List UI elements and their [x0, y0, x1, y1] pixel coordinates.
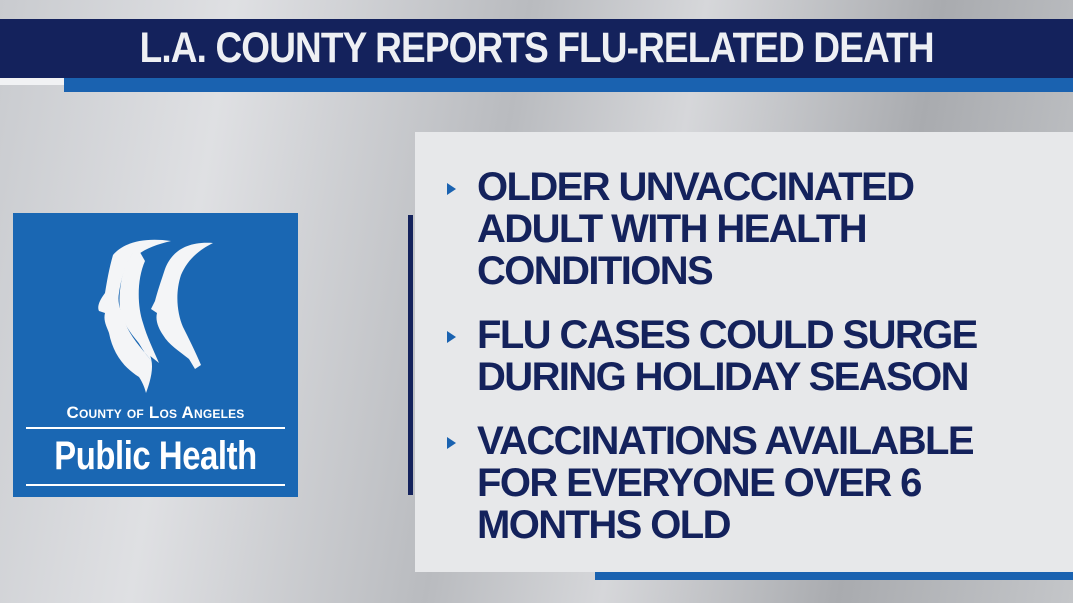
bullet-text: FLU CASES COULD SURGE DURING HOLIDAY SEA…: [477, 313, 978, 399]
logo-county-text: County of Los Angeles: [66, 403, 245, 422]
bullet-text: VACCINATIONS AVAILABLE FOR EVERYONE OVER…: [477, 419, 975, 547]
vertical-divider: [408, 215, 413, 495]
bullet-panel: [415, 132, 1073, 572]
bullet-item: OLDER UNVACCINATED ADULT WITH HEALTH CON…: [442, 166, 1062, 292]
public-health-logo: County of Los Angeles Public Health: [13, 213, 298, 497]
logo-public-health-text: Public Health: [54, 434, 257, 478]
headline: L.A. COUNTY REPORTS FLU-RELATED DEATH: [139, 24, 934, 72]
bullet-list: OLDER UNVACCINATED ADULT WITH HEALTH CON…: [442, 166, 1062, 568]
headline-accent-white: [0, 78, 64, 85]
bullet-item: FLU CASES COULD SURGE DURING HOLIDAY SEA…: [442, 314, 1062, 398]
triangle-bullet-icon: [447, 183, 456, 195]
headline-accent-stripe: [64, 78, 1073, 92]
logo-rule-bottom: [26, 484, 285, 486]
bullet-text: OLDER UNVACCINATED ADULT WITH HEALTH CON…: [477, 165, 915, 293]
logo-rule-top: [26, 427, 285, 429]
headline-bar: L.A. COUNTY REPORTS FLU-RELATED DEATH: [0, 19, 1073, 78]
three-faces-profile-icon: [98, 239, 213, 393]
bullet-item: VACCINATIONS AVAILABLE FOR EVERYONE OVER…: [442, 420, 1062, 546]
triangle-bullet-icon: [447, 437, 456, 449]
panel-accent-stripe: [595, 572, 1073, 580]
triangle-bullet-icon: [447, 331, 456, 343]
